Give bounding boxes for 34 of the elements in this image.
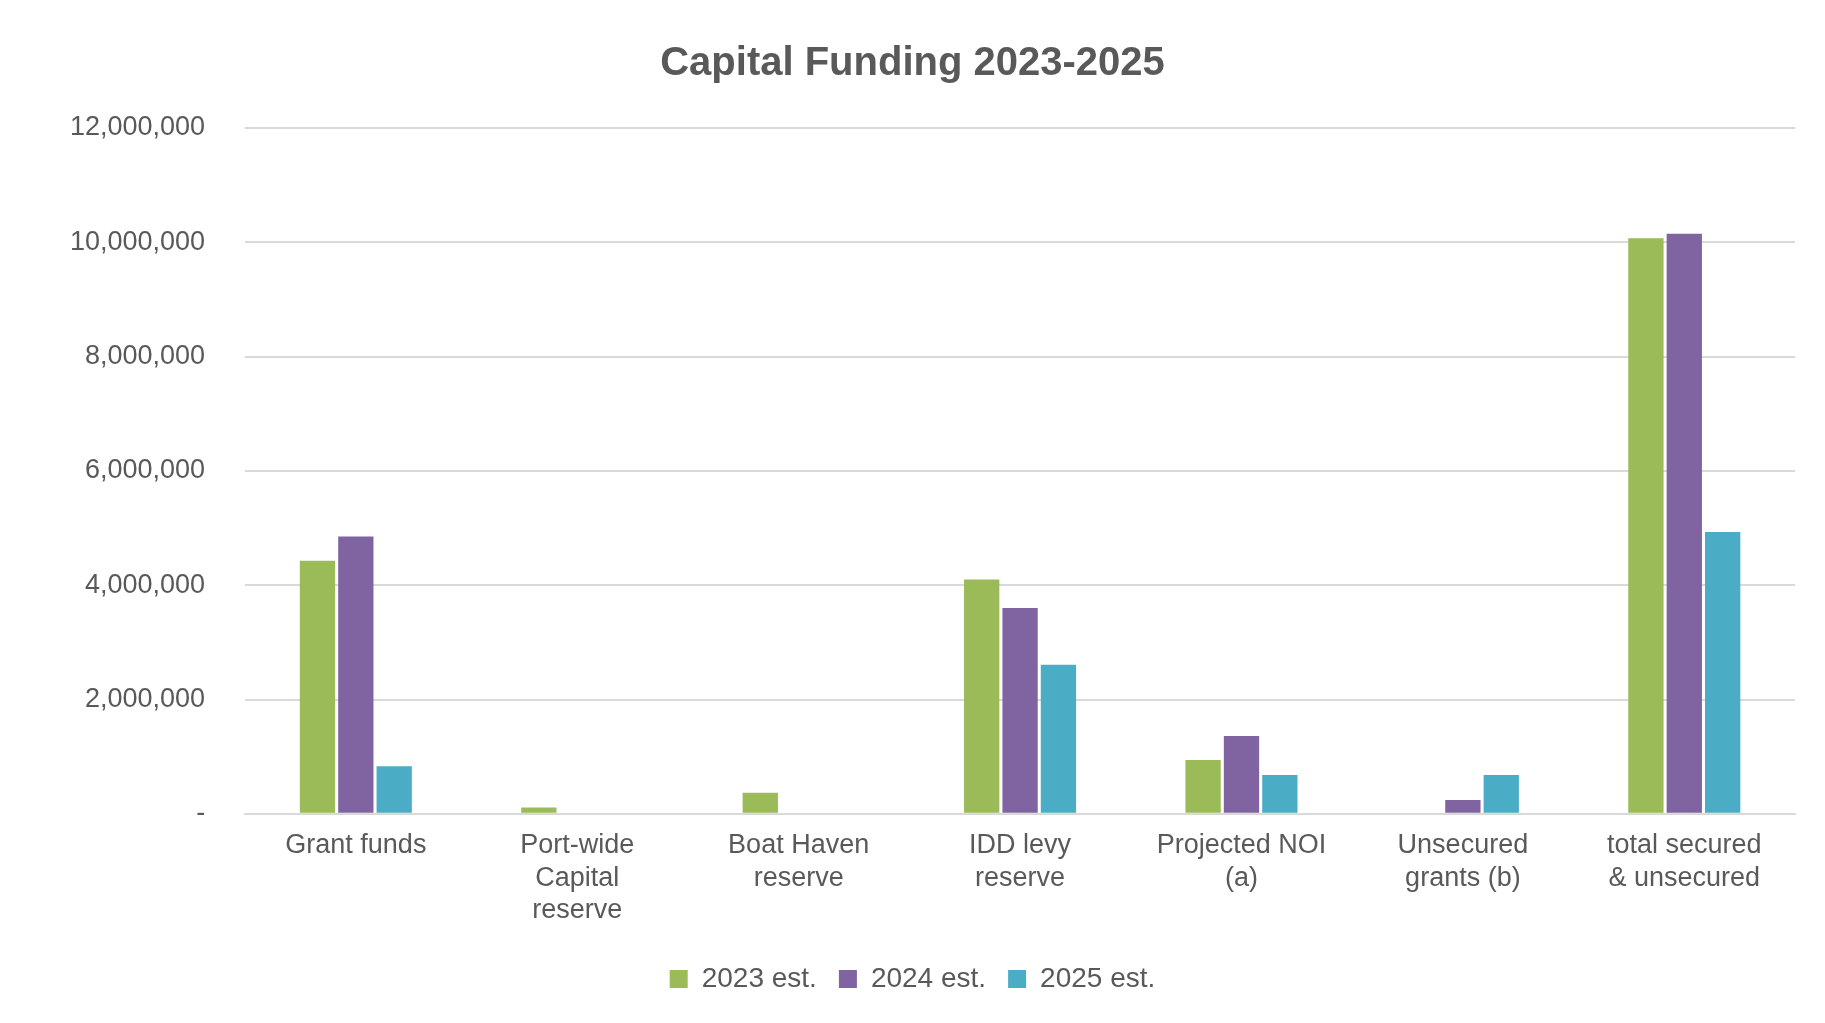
bar <box>1445 800 1481 813</box>
bar <box>1666 233 1702 813</box>
x-tick-label: Unsecured grants (b) <box>1397 829 1529 892</box>
bar <box>1223 736 1260 813</box>
y-tick-label: - <box>196 797 206 828</box>
y-tick-label: 2,000,000 <box>85 682 206 713</box>
legend-label: 2025 est. <box>1040 961 1156 993</box>
x-tick-label: Boat Haven reserve <box>728 829 870 892</box>
bar <box>1002 608 1038 813</box>
bar <box>338 536 374 813</box>
bar <box>1628 238 1664 813</box>
legend-label: 2024 est. <box>870 961 987 993</box>
y-tick-label: 10,000,000 <box>69 225 206 256</box>
bar <box>299 560 336 813</box>
bar <box>1040 664 1077 813</box>
x-tick-label: total secured & unsecured <box>1607 829 1762 892</box>
y-tick-label: 8,000,000 <box>85 340 206 371</box>
bar <box>1705 532 1741 813</box>
bar <box>964 579 1000 813</box>
bar <box>1185 760 1221 813</box>
x-tick-label: Projected NOI (a) <box>1156 829 1327 892</box>
y-tick-label: 12,000,000 <box>69 111 206 142</box>
x-tick-label: Port-wide Capital reserve <box>520 829 635 925</box>
bar <box>1262 774 1298 813</box>
y-tick-label: 4,000,000 <box>85 568 206 599</box>
x-tick-label: IDD levy reserve <box>969 829 1072 892</box>
bar <box>521 807 557 813</box>
y-tick-label: 6,000,000 <box>85 454 206 485</box>
bar <box>1483 774 1519 813</box>
bar <box>376 766 412 813</box>
legend-label: 2023 est. <box>701 961 817 993</box>
x-tick-label: Grant funds <box>285 829 427 860</box>
bar <box>742 792 778 813</box>
chart-title: Capital Funding 2023-2025 <box>660 39 1165 84</box>
